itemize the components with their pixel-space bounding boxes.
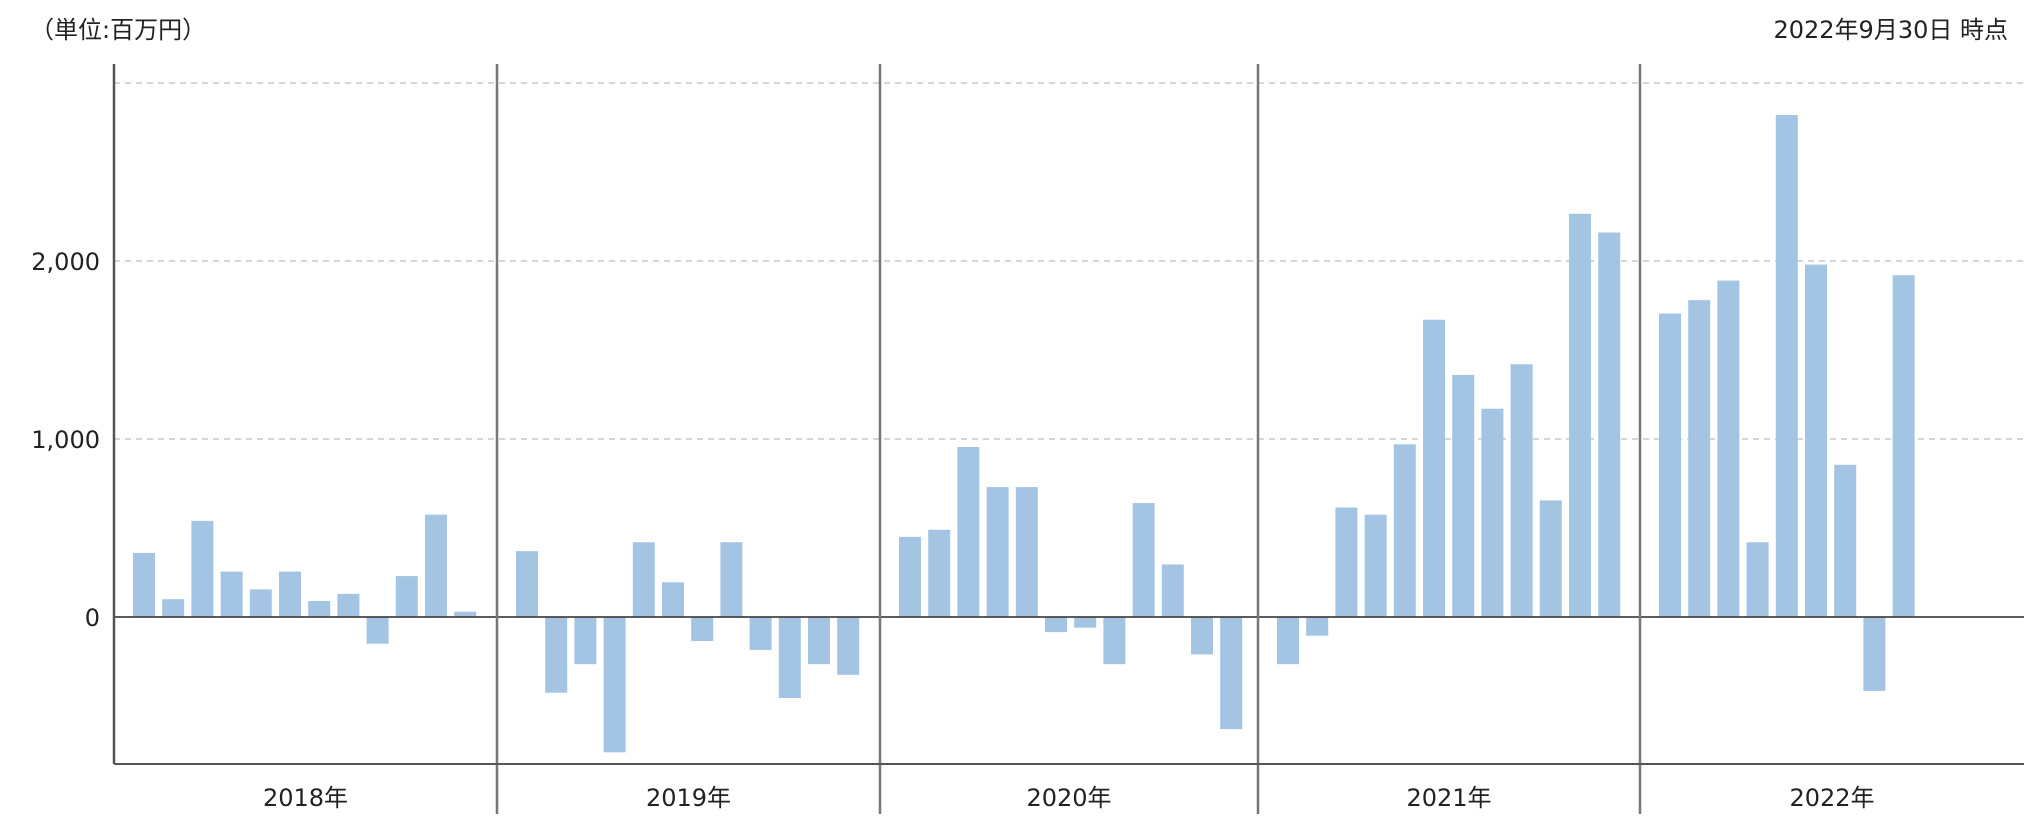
- bar: [1132, 503, 1155, 617]
- x-group-label: 2020年: [1026, 784, 1111, 812]
- bar: [603, 617, 626, 753]
- bars: [133, 115, 1915, 753]
- bar: [1277, 617, 1299, 665]
- x-group-label: 2018年: [263, 784, 348, 812]
- y-tick-label: 0: [85, 604, 100, 632]
- bar: [1746, 542, 1769, 617]
- bar: [1863, 617, 1886, 691]
- bar: [1423, 319, 1445, 617]
- y-tick-label: 1,000: [31, 426, 100, 454]
- bar: [249, 589, 272, 617]
- bar: [1805, 264, 1827, 617]
- bar: [1510, 364, 1533, 617]
- bar: [662, 582, 684, 617]
- bar: [1306, 617, 1329, 636]
- bar: [899, 536, 921, 617]
- bar: [1892, 275, 1915, 617]
- x-group-label: 2022年: [1789, 784, 1874, 812]
- as-of-date-label: 2022年9月30日 時点: [1773, 16, 2008, 44]
- bar: [133, 552, 155, 617]
- bar: [191, 520, 214, 617]
- bar: [1074, 617, 1097, 628]
- bar: [1393, 444, 1416, 617]
- bar: [1659, 313, 1681, 617]
- bar: [808, 617, 830, 665]
- x-group-label: 2021年: [1406, 784, 1491, 812]
- bar: [220, 571, 243, 617]
- bar: [454, 611, 477, 617]
- bar: [1015, 487, 1038, 617]
- bar: [162, 599, 185, 617]
- bar: [1688, 300, 1711, 617]
- bar: [279, 571, 301, 617]
- bar: [337, 593, 360, 617]
- x-group-label: 2019年: [646, 784, 731, 812]
- bar: [1539, 500, 1562, 617]
- bar: [1569, 213, 1591, 617]
- bar: [516, 551, 538, 617]
- bar: [574, 617, 597, 665]
- axes: [112, 64, 2024, 814]
- bar: [1717, 280, 1740, 617]
- bar: [720, 542, 743, 617]
- bar: [957, 447, 980, 617]
- y-tick-label: 2,000: [31, 248, 100, 276]
- bar: [1191, 617, 1213, 655]
- bar: [1364, 514, 1387, 617]
- bar: [1045, 617, 1067, 633]
- unit-label: （単位:百万円）: [30, 16, 207, 44]
- bar: [1161, 564, 1184, 617]
- bar: [1481, 408, 1504, 617]
- bar: [691, 617, 714, 642]
- bar: [837, 617, 860, 675]
- bar: [1335, 507, 1358, 617]
- bar: [1220, 617, 1243, 730]
- bar: [928, 529, 951, 617]
- bar: [778, 617, 801, 698]
- bar: [308, 600, 331, 617]
- bar: [1598, 232, 1621, 617]
- bar: [986, 487, 1009, 617]
- bar: [545, 617, 568, 693]
- bar: [1834, 464, 1857, 617]
- bar: [1775, 115, 1798, 617]
- axis-labels: 0 1,000 2,000 2018年 2019年 2020年 2021年 2022年: [31, 248, 1874, 812]
- bar: [1103, 617, 1126, 665]
- bar: [1452, 374, 1475, 617]
- bar: [395, 576, 418, 617]
- bar: [749, 617, 772, 650]
- bar: [366, 617, 389, 644]
- bar: [425, 514, 447, 617]
- bar: [632, 542, 655, 617]
